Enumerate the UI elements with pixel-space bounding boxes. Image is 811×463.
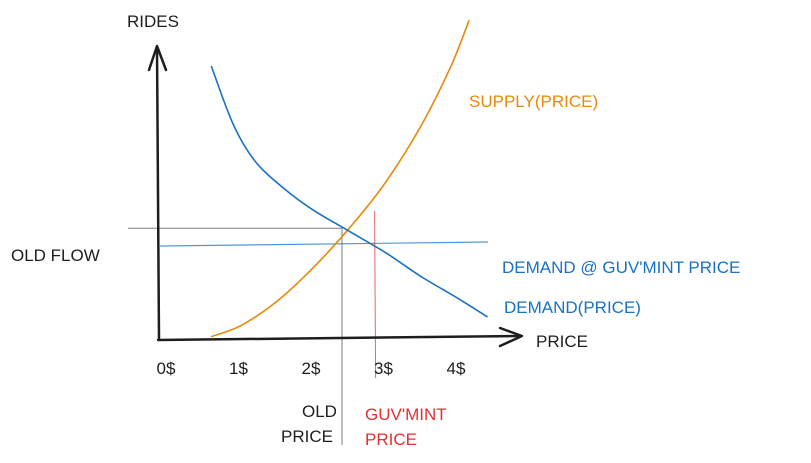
old-price-label-line1: OLD <box>302 402 337 421</box>
supply-label: SUPPLY(PRICE) <box>469 92 598 111</box>
x-tick-label: 2$ <box>302 359 321 378</box>
axes <box>147 44 524 348</box>
x-tick-label: 1$ <box>229 359 248 378</box>
x-tick-label: 3$ <box>374 359 393 378</box>
y-axis-label: RIDES <box>127 12 179 31</box>
old-price-label-line2: PRICE <box>281 427 333 446</box>
x-axis-label: PRICE <box>536 332 588 351</box>
y-axis <box>155 46 161 342</box>
guv-price-label-line1: GUV'MINT <box>365 405 447 424</box>
x-tick-label: 4$ <box>447 359 466 378</box>
demand-at-guv-label: DEMAND @ GUV'MINT PRICE <box>502 258 740 277</box>
guv-price-label-line2: PRICE <box>365 430 417 449</box>
demand-curve <box>210 65 488 318</box>
x-axis-arrowhead <box>498 326 524 348</box>
old-flow-label: OLD FLOW <box>11 246 100 265</box>
guv-price-line <box>374 210 377 379</box>
demand-at-guv-line <box>159 241 489 247</box>
x-axis <box>156 334 522 342</box>
supply-curve <box>210 20 470 338</box>
x-tick-label: 0$ <box>157 359 176 378</box>
demand-label: DEMAND(PRICE) <box>504 298 641 317</box>
y-axis-arrowhead <box>147 44 168 72</box>
helper-lines <box>128 210 489 445</box>
curves <box>210 20 488 338</box>
